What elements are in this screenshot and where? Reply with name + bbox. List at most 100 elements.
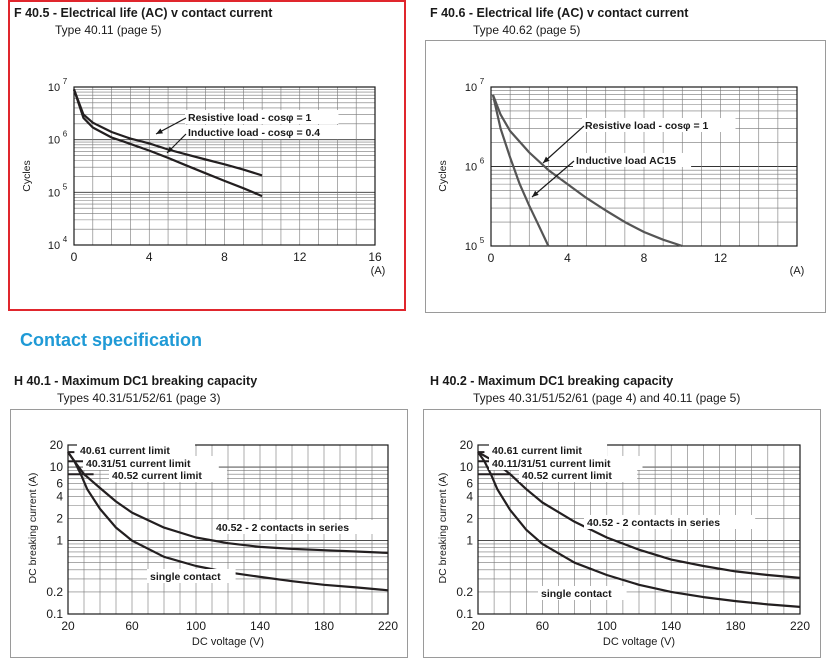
x-tick-label: 16 <box>368 250 382 264</box>
x-tick-label: 20 <box>471 619 485 633</box>
x-tick-label: 4 <box>564 251 571 265</box>
series-label-2contacts-bg <box>584 515 756 529</box>
y-tick-label: 10 <box>48 135 60 147</box>
y-tick-label: 0.1 <box>46 607 63 621</box>
series-line <box>67 451 389 592</box>
arrow-resistive-head <box>156 128 163 134</box>
y-tick-exponent: 4 <box>63 235 68 244</box>
y-tick-label: 10 <box>48 240 60 252</box>
limit-label-4052-bg <box>109 468 228 482</box>
limit-label-4061: 40.61 current limit <box>492 445 582 457</box>
x-tick-label: 0 <box>71 250 78 264</box>
arrow-resistive-head <box>543 156 550 163</box>
y-axis-label: Cycles <box>437 160 449 192</box>
chart-h401: 20 60 100 140 180 220 20 10 64 2 1 0.2 0.1 DC breakin… <box>27 438 398 648</box>
series-label-inductive: Inductive load AC15 <box>576 155 676 167</box>
series-line <box>491 94 550 247</box>
x-tick-label: 100 <box>186 619 206 633</box>
x-tick-label: 180 <box>726 619 746 633</box>
series-label-resistive-bg <box>185 110 339 124</box>
panel-subtitle-f405: Type 40.11 (page 5) <box>55 23 162 37</box>
x-tick-label: 140 <box>250 619 270 633</box>
arrow-inductive <box>531 160 575 198</box>
x-axis-label: (A) <box>371 265 386 277</box>
x-tick-label: 8 <box>221 250 228 264</box>
y-tick-label: 10 <box>465 162 477 174</box>
series-label-resistive: Resistive load - cosφ = 1 <box>188 112 312 124</box>
limit-label-4052: 40.52 current limit <box>522 470 612 482</box>
series-label-single: single contact <box>150 571 221 583</box>
y-tick-exponent: 6 <box>480 157 485 166</box>
series-label-2contacts: 40.52 - 2 contacts in series <box>587 517 720 529</box>
x-tick-label: 12 <box>293 250 307 264</box>
y-tick-label: 20 <box>50 438 64 452</box>
series-label-2contacts-bg <box>213 520 385 534</box>
section-title: Contact specification <box>20 330 203 350</box>
panel-subtitle-h401: Types 40.31/51/52/61 (page 3) <box>57 391 221 405</box>
x-tick-label: 100 <box>597 619 617 633</box>
y-tick-label: 10 <box>50 460 64 474</box>
limit-label-4061: 40.61 current limit <box>80 445 170 457</box>
chart-frame-f406 <box>425 40 826 313</box>
y-tick-label: 20 <box>460 438 474 452</box>
x-tick-label: 12 <box>714 251 728 265</box>
series-label-inductive-bg <box>185 125 351 139</box>
limit-label-4061-bg <box>489 443 608 457</box>
y-tick-exponent: 7 <box>63 77 68 86</box>
x-tick-label: 8 <box>641 251 648 265</box>
series-label-single-bg <box>147 569 236 583</box>
arrow-inductive-head <box>532 190 539 197</box>
limit-label-403151: 40.31/51 current limit <box>86 458 191 470</box>
y-axis-label: Cycles <box>21 160 33 192</box>
y-tick-label: 0.2 <box>46 585 63 599</box>
x-tick-label: 60 <box>536 619 550 633</box>
y-tick-label: 6 <box>56 476 63 490</box>
y-tick-label: 10 <box>465 82 477 94</box>
arrow-inductive-head <box>167 146 174 153</box>
x-tick-label: 0 <box>488 251 495 265</box>
y-tick-label: 2 <box>466 511 473 525</box>
y-tick-label: 0.1 <box>456 607 473 621</box>
panel-title-f405: F 40.5 - Electrical life (AC) v contact … <box>14 6 273 20</box>
plot-border <box>490 86 798 247</box>
x-tick-label: 60 <box>125 619 139 633</box>
series-line <box>67 451 389 554</box>
y-tick-label: 1 <box>56 534 63 548</box>
plot-border <box>477 444 801 615</box>
x-axis-label: (A) <box>790 265 805 277</box>
y-tick-label: 10 <box>465 241 477 253</box>
y-tick-exponent: 5 <box>63 182 68 191</box>
panel-subtitle-f406: Type 40.62 (page 5) <box>473 23 581 37</box>
series-line <box>72 89 263 177</box>
x-tick-label: 20 <box>61 619 75 633</box>
limit-label-40113151: 40.11/31/51 current limit <box>492 458 611 470</box>
x-tick-label: 220 <box>790 619 810 633</box>
y-tick-exponent: 5 <box>480 236 485 245</box>
series-label-2contacts: 40.52 - 2 contacts in series <box>216 522 349 534</box>
limit-label-4061-bg <box>77 443 196 457</box>
panel-title-f406: F 40.6 - Electrical life (AC) v contact … <box>430 6 689 20</box>
limit-label-40113151-bg <box>489 456 643 470</box>
y-tick-label: 4 <box>56 489 63 503</box>
y-axis-label: DC breaking current (A) <box>437 473 449 584</box>
y-tick-label: 1 <box>466 534 473 548</box>
highlight-frame <box>8 0 406 311</box>
x-tick-label: 180 <box>314 619 334 633</box>
series-line <box>72 89 263 198</box>
series-line <box>477 451 801 608</box>
y-tick-label: 10 <box>48 82 60 94</box>
series-line <box>477 451 801 579</box>
plot-border <box>73 86 376 246</box>
series-label-inductive: Inductive load - cosφ = 0.4 <box>188 127 320 139</box>
limit-label-4052: 40.52 current limit <box>112 470 202 482</box>
x-tick-label: 140 <box>661 619 681 633</box>
y-tick-label: 2 <box>56 511 63 525</box>
panel-subtitle-h402: Types 40.31/51/52/61 (page 4) and 40.11 … <box>473 391 741 405</box>
series-label-resistive-bg <box>582 118 736 132</box>
panel-title-h401: H 40.1 - Maximum DC1 breaking capacity <box>14 374 258 388</box>
y-tick-label: 10 <box>48 187 60 199</box>
series-label-single-bg <box>538 586 627 600</box>
panel-title-h402: H 40.2 - Maximum DC1 breaking capacity <box>430 374 674 388</box>
